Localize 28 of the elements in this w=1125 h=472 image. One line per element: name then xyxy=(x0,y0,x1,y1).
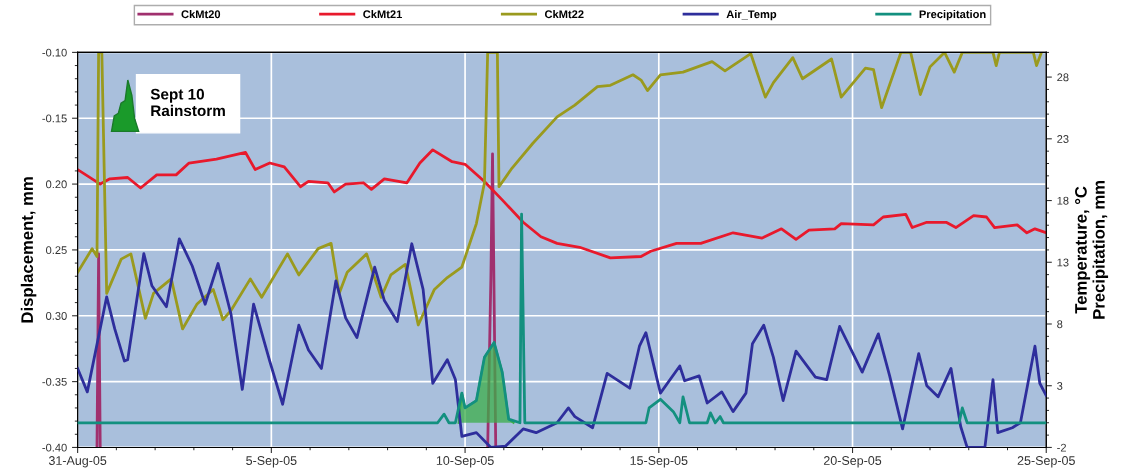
x-tick-label: 10-Sep-05 xyxy=(436,456,494,468)
legend-label: Air_Temp xyxy=(726,10,777,21)
x-tick-label: 20-Sep-05 xyxy=(823,456,882,468)
legend-label: CkMt20 xyxy=(181,10,221,19)
x-tick-label: 25-Sep-05 xyxy=(1017,456,1075,468)
y2-tick-label: 28 xyxy=(1057,73,1069,82)
x-tick-label: 15-Sep-05 xyxy=(630,456,688,468)
legend-label: CkMt22 xyxy=(544,10,584,19)
y2-tick-label: -2 xyxy=(1057,443,1066,452)
y-tick-label: 0.25 xyxy=(46,246,67,255)
y2-tick-label: 3 xyxy=(1057,381,1063,390)
x-tick-label: 5-Sep-05 xyxy=(246,456,297,468)
legend-label: CkMt21 xyxy=(363,10,402,19)
y2-axis-title: Temperature, °C Precipitation, mm xyxy=(1075,181,1109,319)
y2-tick-label: 13 xyxy=(1057,258,1069,267)
y-tick-label: 0.30 xyxy=(46,312,67,320)
legend-label: Precipitation xyxy=(919,10,986,21)
y2-tick-label: 18 xyxy=(1057,196,1069,205)
y-tick-label: -0.15 xyxy=(42,114,67,123)
y-axis-title: Displacement, mm xyxy=(20,177,37,323)
y-tick-label: -0.10 xyxy=(42,48,67,57)
y2-tick-label: 8 xyxy=(1057,320,1063,329)
annotation: Sept 10 Rainstorm xyxy=(150,88,225,117)
x-tick-label: 31-Aug-05 xyxy=(48,456,107,468)
y-tick-label: -0.35 xyxy=(42,377,67,386)
y-tick-label: -0.40 xyxy=(42,443,67,452)
y-tick-label: 0.20 xyxy=(46,180,67,189)
y2-tick-label: 23 xyxy=(1057,135,1069,143)
